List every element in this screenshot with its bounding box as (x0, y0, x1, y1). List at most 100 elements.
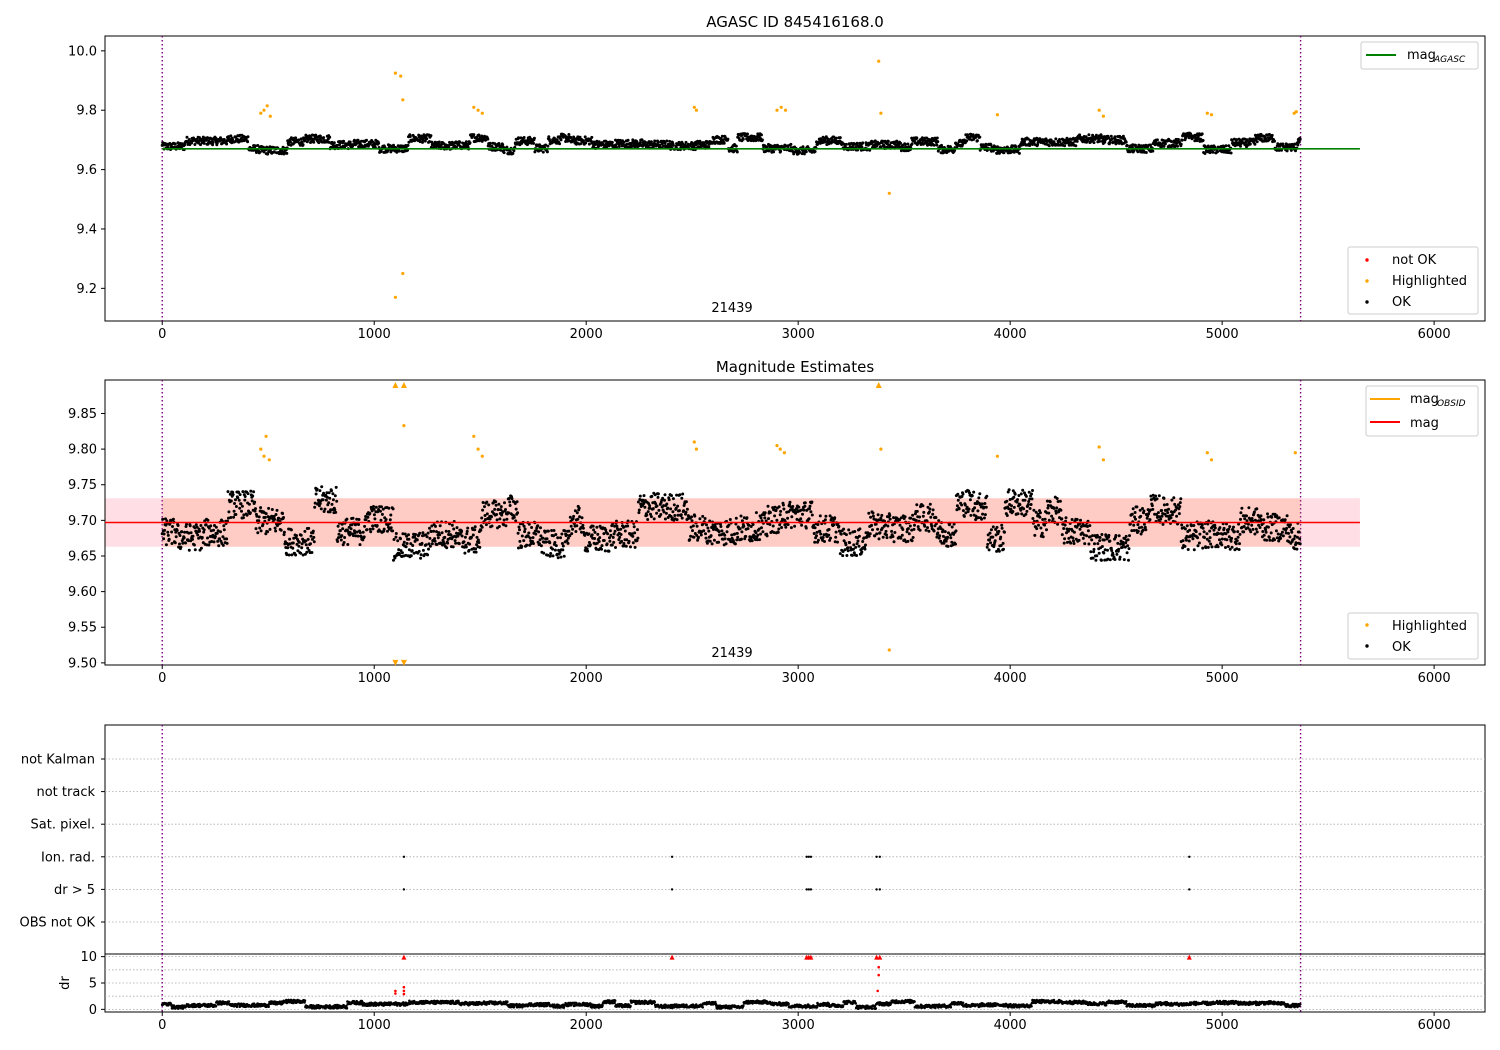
data-point (282, 516, 285, 519)
data-point (418, 140, 422, 144)
data-point (484, 523, 488, 527)
data-point (1002, 547, 1005, 551)
data-point (420, 541, 424, 545)
data-point (759, 532, 763, 536)
data-point (1261, 530, 1265, 533)
data-point (1017, 151, 1021, 155)
data-point (587, 142, 591, 146)
data-point (803, 501, 807, 505)
data-point (906, 539, 910, 543)
x-tick-label: 3000 (782, 671, 815, 686)
data-point (272, 150, 276, 154)
data-point (1116, 541, 1120, 545)
highlighted-point (1097, 108, 1101, 112)
data-point (1232, 525, 1235, 529)
data-point (911, 536, 915, 539)
data-point (681, 492, 685, 496)
data-point (481, 508, 485, 512)
data-point (287, 553, 291, 557)
data-point (761, 530, 765, 534)
data-point (871, 528, 874, 532)
data-point (510, 497, 514, 501)
data-point (568, 515, 572, 519)
data-point (368, 512, 372, 515)
data-point (211, 143, 215, 147)
data-point (1213, 526, 1217, 530)
data-point (784, 525, 788, 529)
data-point (1100, 533, 1104, 536)
data-point (499, 505, 503, 509)
data-point (217, 544, 221, 548)
data-point (632, 525, 636, 529)
data-point (894, 143, 898, 147)
data-point (683, 143, 687, 147)
data-point (1012, 495, 1016, 499)
data-point (229, 499, 233, 503)
data-point (551, 554, 555, 558)
data-point (494, 500, 498, 504)
magnitude-y-axis: 9.509.559.609.659.709.759.809.85 (68, 407, 105, 671)
data-point (1274, 529, 1278, 533)
data-point (932, 143, 936, 147)
data-point (1059, 508, 1063, 512)
y-tick-label: 9.75 (68, 478, 97, 493)
data-point (437, 140, 441, 144)
data-point (355, 141, 359, 145)
data-point (219, 530, 222, 534)
data-point (389, 526, 393, 530)
data-point (452, 527, 456, 531)
highlighted-point (1294, 110, 1298, 114)
data-point (1237, 548, 1241, 551)
data-point (650, 494, 654, 498)
data-point (425, 535, 429, 539)
data-point (949, 536, 953, 540)
data-point (656, 495, 660, 499)
data-point (858, 527, 862, 531)
data-point (768, 523, 772, 526)
data-point (886, 524, 890, 528)
data-point (259, 529, 263, 533)
highlighted-point (877, 59, 881, 63)
data-point (1288, 523, 1292, 527)
data-point (505, 517, 509, 521)
agasc-point-legend: not OK Highlighted OK (1347, 246, 1479, 315)
data-point (881, 139, 885, 143)
data-point (800, 523, 804, 527)
data-point (178, 542, 181, 546)
data-point (312, 140, 316, 144)
data-point (226, 490, 230, 494)
data-point (768, 511, 772, 514)
data-point (323, 507, 327, 511)
data-point (957, 507, 961, 511)
data-point (364, 518, 368, 522)
data-point (676, 504, 680, 508)
data-point (834, 136, 838, 140)
data-point (775, 518, 779, 522)
data-point (518, 539, 522, 543)
data-point (1216, 150, 1220, 154)
data-point (602, 539, 606, 542)
data-point (294, 136, 298, 140)
data-point (911, 513, 915, 517)
data-point (931, 508, 935, 512)
data-point (989, 541, 992, 545)
data-point (1224, 144, 1228, 148)
data-point (668, 139, 672, 143)
data-point (645, 513, 649, 517)
data-point (442, 542, 446, 546)
data-point (578, 135, 582, 139)
data-point (1151, 507, 1155, 511)
data-point (954, 542, 957, 546)
data-point (502, 518, 506, 522)
data-point (1024, 512, 1028, 516)
data-point (438, 524, 442, 528)
data-point (517, 525, 521, 529)
data-point (1208, 536, 1212, 540)
data-point (1170, 513, 1174, 517)
data-point (927, 510, 931, 514)
data-point (270, 508, 274, 511)
data-point (860, 550, 864, 554)
data-point (583, 135, 587, 139)
data-point (1005, 514, 1009, 517)
data-point (1253, 142, 1257, 146)
